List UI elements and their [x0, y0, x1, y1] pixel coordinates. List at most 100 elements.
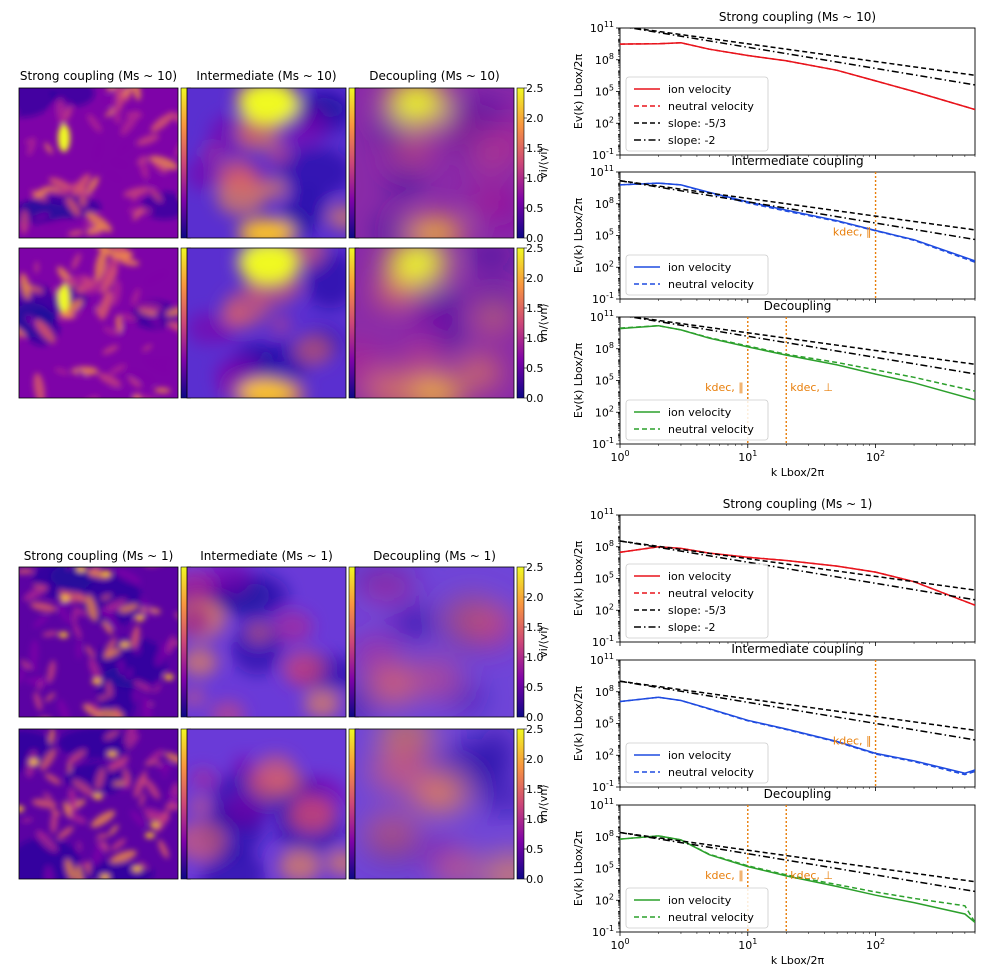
y-tick-label: 10-1 [592, 924, 614, 939]
y-tick-label: 105 [595, 84, 614, 99]
velocity-map [19, 88, 178, 238]
map-column-title: Intermediate (Ms ~ 1) [200, 549, 333, 563]
series-line-slope-5-3 [620, 540, 975, 591]
legend-label: neutral velocity [668, 278, 754, 291]
map-column-title: Strong coupling (Ms ~ 1) [24, 549, 174, 563]
k-dec-label: kdec, ∥ [833, 226, 872, 239]
velocity-map [355, 567, 514, 717]
y-tick-label: 105 [595, 373, 614, 388]
series-line-slope-2 [620, 540, 975, 601]
velocity-map [355, 729, 514, 879]
colorbar-tick-label: 2.5 [526, 82, 544, 95]
series-line-neutral-velocity [620, 182, 975, 263]
legend-label: slope: -5/3 [668, 604, 726, 617]
colorbar-label: vn/⟨vn⟩ [537, 784, 550, 823]
spectrum-panel-2: Intermediate coupling 1011 108 105 102 10-1 Ev… [572, 154, 976, 306]
colorbar-tick-label: 1.0 [526, 651, 544, 664]
y-tick-label: 105 [595, 716, 614, 731]
y-tick-label: 108 [595, 196, 614, 211]
panel-title: Intermediate coupling [731, 642, 863, 656]
legend-label: ion velocity [668, 894, 732, 907]
map-column-title: Decoupling (Ms ~ 10) [369, 69, 499, 83]
series-line-slope-2 [620, 831, 975, 893]
legend-label: slope: -2 [668, 134, 715, 147]
y-axis-label: Ev(k) Lbox/2π [572, 685, 585, 761]
colorbar-tick-label: 1.5 [526, 783, 544, 796]
colorbar-tick-label: 0.5 [526, 202, 544, 215]
y-tick-label: 102 [595, 747, 614, 762]
colorbar-tick-label: 2.0 [526, 753, 544, 766]
colorbar-tick-label: 2.5 [526, 242, 544, 255]
y-tick-label: 1011 [590, 164, 614, 179]
colorbar [516, 728, 525, 880]
y-tick-label: 1011 [590, 797, 614, 812]
series-line-neutral-velocity [620, 324, 975, 392]
x-axis-label: k Lbox/2π [771, 954, 825, 967]
colorbar-label: vn/⟨vn⟩ [537, 303, 550, 342]
colorbar-tick-label: 0.5 [526, 681, 544, 694]
colorbar-tick-label: 1.0 [526, 813, 544, 826]
x-tick-label: 101 [738, 937, 757, 952]
legend-label: neutral velocity [668, 423, 754, 436]
y-tick-label: 10-1 [592, 291, 614, 306]
map-column-title: Decoupling (Ms ~ 1) [373, 549, 496, 563]
k-dec-label: kdec, ∥ [705, 381, 744, 394]
legend [625, 254, 769, 296]
k-dec-label: kdec, ∥ [833, 735, 872, 748]
series-line-slope-2 [626, 317, 975, 375]
x-tick-label: 100 [610, 449, 629, 464]
legend-label: ion velocity [668, 406, 732, 419]
map-column-title: Strong coupling (Ms ~ 10) [20, 69, 177, 83]
series-line-slope-5-3 [620, 831, 975, 883]
x-tick-label: 102 [866, 937, 885, 952]
colorbar-label: vi/⟨vi⟩ [537, 147, 550, 178]
y-tick-label: 102 [595, 404, 614, 419]
series-line-slope-2 [620, 179, 975, 241]
series-line-slope-2 [620, 680, 975, 741]
legend-label: ion velocity [668, 570, 732, 583]
panel-title: Strong coupling (Ms ~ 1) [723, 497, 873, 511]
colorbar [516, 247, 525, 399]
colorbar-tick-label: 1.0 [526, 332, 544, 345]
velocity-map [355, 248, 514, 398]
map-group-1: Strong coupling (Ms ~ 10) Intermediate (M… [18, 69, 550, 405]
colorbar [516, 87, 525, 239]
y-tick-label: 108 [595, 52, 614, 67]
colorbar-tick-label: 0.0 [526, 873, 544, 886]
colorbar-tick-label: 1.0 [526, 172, 544, 185]
x-tick-label: 102 [866, 449, 885, 464]
y-axis-label: Ev(k) Lbox/2π [572, 53, 585, 129]
series-line-ion-velocity [620, 835, 975, 923]
legend [625, 399, 769, 441]
legend-label: slope: -5/3 [668, 117, 726, 130]
colorbar-tick-label: 0.0 [526, 232, 544, 245]
colorbar-label: vi/⟨vi⟩ [537, 626, 550, 657]
y-tick-label: 102 [595, 259, 614, 274]
colorbar-tick-label: 1.5 [526, 302, 544, 315]
spectrum-panel-5: Intermediate coupling 1011 108 105 102 10-1 Ev… [572, 642, 976, 794]
spectrum-panel-4: Strong coupling (Ms ~ 1) 1011 108 105 102 10-… [572, 497, 976, 649]
legend [625, 76, 769, 152]
k-dec-label: kdec, ⊥ [790, 381, 833, 394]
map-group-2: Strong coupling (Ms ~ 1) Intermediate (Ms… [18, 549, 550, 886]
k-dec-label: kdec, ⊥ [790, 869, 833, 882]
colorbar-tick-label: 2.5 [526, 561, 544, 574]
y-tick-label: 108 [595, 539, 614, 554]
legend-label: neutral velocity [668, 766, 754, 779]
y-axis-label: Ev(k) Lbox/2π [572, 540, 585, 616]
panel-title: Decoupling [764, 299, 832, 313]
series-line-slope-5-3 [628, 317, 975, 366]
legend-label: ion velocity [668, 261, 732, 274]
colorbar [516, 566, 525, 718]
velocity-map [187, 248, 346, 398]
x-axis-label: k Lbox/2π [771, 466, 825, 479]
x-tick-label: 101 [738, 449, 757, 464]
colorbar-tick-label: 1.5 [526, 142, 544, 155]
colorbar-tick-label: 0.5 [526, 362, 544, 375]
series-line-slope-5-3 [620, 680, 975, 732]
panel-title: Intermediate coupling [731, 154, 863, 168]
k-dec-label: kdec, ∥ [705, 869, 744, 882]
